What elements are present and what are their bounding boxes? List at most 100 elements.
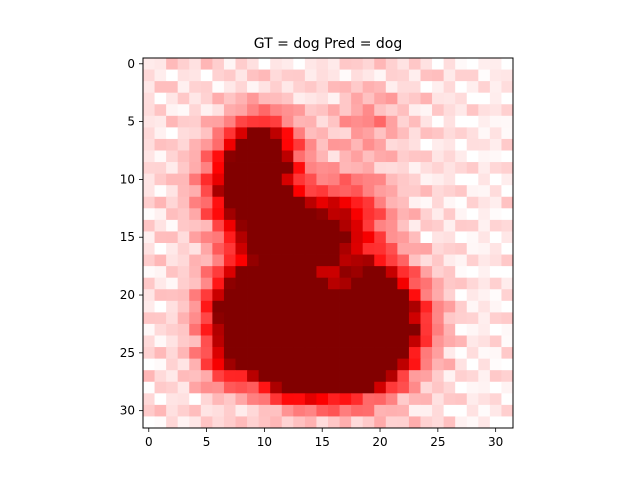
heatmap-cell <box>154 335 167 348</box>
heatmap-cell <box>304 208 317 221</box>
heatmap-cell <box>270 393 283 406</box>
heatmap-cell <box>304 358 317 371</box>
heatmap-cell <box>397 58 410 70</box>
heatmap-cell <box>385 81 398 94</box>
heatmap-cell <box>489 381 502 394</box>
heatmap-cell <box>270 404 283 417</box>
heatmap-cell <box>466 69 479 82</box>
heatmap-cell <box>339 69 352 82</box>
heatmap-cell <box>304 277 317 290</box>
heatmap-cell <box>455 219 468 232</box>
heatmap-cell <box>143 266 155 279</box>
heatmap-cell <box>374 370 387 383</box>
heatmap-cell <box>247 381 260 394</box>
heatmap-cell <box>281 416 294 429</box>
heatmap-cell <box>270 300 283 313</box>
heatmap-cell <box>316 208 329 221</box>
heatmap-cell <box>200 370 213 383</box>
heatmap-cell <box>501 289 514 302</box>
heatmap-cell <box>501 393 514 406</box>
heatmap-cell <box>143 243 155 255</box>
heatmap-cell <box>362 277 375 290</box>
heatmap-cell <box>235 150 248 163</box>
heatmap-cell <box>247 243 260 255</box>
heatmap-cell <box>408 416 421 429</box>
heatmap-cell <box>177 243 190 255</box>
heatmap-cell <box>177 219 190 232</box>
heatmap-cell <box>270 266 283 279</box>
heatmap-cell <box>177 266 190 279</box>
heatmap-cell <box>281 266 294 279</box>
heatmap-cell <box>362 81 375 94</box>
heatmap-cell <box>316 115 329 128</box>
heatmap-cell <box>385 150 398 163</box>
heatmap-cell <box>247 347 260 360</box>
heatmap-cell <box>247 185 260 198</box>
heatmap-cell <box>316 138 329 151</box>
heatmap-cell <box>166 81 179 94</box>
heatmap-cell <box>316 185 329 198</box>
heatmap-cell <box>235 347 248 360</box>
heatmap-cell <box>374 150 387 163</box>
heatmap-cell <box>478 277 491 290</box>
heatmap-cell <box>408 219 421 232</box>
heatmap-cell <box>397 243 410 255</box>
heatmap-cell <box>189 404 202 417</box>
heatmap-cell <box>478 185 491 198</box>
heatmap-cell <box>501 185 514 198</box>
heatmap-cell <box>247 231 260 244</box>
heatmap-cell <box>212 381 225 394</box>
heatmap-cell <box>212 416 225 429</box>
heatmap-cell <box>432 381 445 394</box>
heatmap-cell <box>408 347 421 360</box>
heatmap-cell <box>374 289 387 302</box>
heatmap-cell <box>189 231 202 244</box>
heatmap-cell <box>247 254 260 267</box>
heatmap-cell <box>154 208 167 221</box>
heatmap-cell <box>316 404 329 417</box>
heatmap-cell <box>432 150 445 163</box>
heatmap-cell <box>443 196 456 209</box>
heatmap-cell <box>189 381 202 394</box>
heatmap-cell <box>304 150 317 163</box>
heatmap-cell <box>223 277 236 290</box>
heatmap-cell <box>270 69 283 82</box>
heatmap-cell <box>501 69 514 82</box>
heatmap-cell <box>258 150 271 163</box>
heatmap-cell <box>339 243 352 255</box>
heatmap-cell <box>328 150 340 163</box>
heatmap-cell <box>362 347 375 360</box>
heatmap-cell <box>189 104 202 117</box>
heatmap-cell <box>281 312 294 325</box>
heatmap-cell <box>235 254 248 267</box>
heatmap-cell <box>143 196 155 209</box>
heatmap-cell <box>501 266 514 279</box>
heatmap-cell <box>304 58 317 70</box>
heatmap-cell <box>362 393 375 406</box>
heatmap-cell <box>189 115 202 128</box>
heatmap-cell <box>270 162 283 175</box>
heatmap-cell <box>385 243 398 255</box>
heatmap-cell <box>200 277 213 290</box>
heatmap-cell <box>304 196 317 209</box>
heatmap-cell <box>200 104 213 117</box>
heatmap-cell <box>339 115 352 128</box>
y-tick-label: 15 <box>120 230 135 244</box>
heatmap-cell <box>304 300 317 313</box>
heatmap-cell <box>339 300 352 313</box>
heatmap-cell <box>270 185 283 198</box>
heatmap-cell <box>328 185 340 198</box>
heatmap-cell <box>212 347 225 360</box>
heatmap-cell <box>258 347 271 360</box>
heatmap-cell <box>177 300 190 313</box>
heatmap-cell <box>247 162 260 175</box>
heatmap-cell <box>397 266 410 279</box>
heatmap-cell <box>270 277 283 290</box>
heatmap-cell <box>501 370 514 383</box>
heatmap-cell <box>362 370 375 383</box>
heatmap-cell <box>247 323 260 336</box>
heatmap-cell <box>455 300 468 313</box>
heatmap-cell <box>223 289 236 302</box>
heatmap-cell <box>154 277 167 290</box>
heatmap-cell <box>420 150 433 163</box>
